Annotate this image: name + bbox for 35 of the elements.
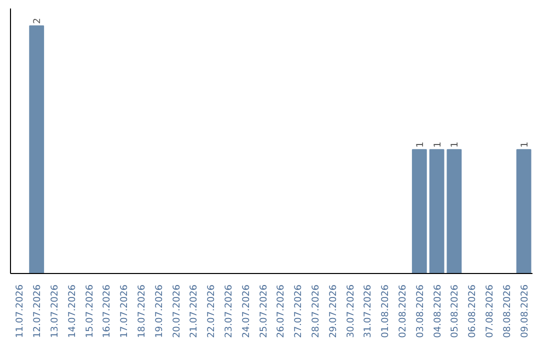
x-tick-label: 03.08.2026 — [414, 284, 426, 338]
x-tick-label: 06.08.2026 — [467, 284, 478, 338]
x-tick-label: 22.07.2026 — [206, 284, 218, 338]
x-tick-label: 16.07.2026 — [102, 284, 113, 338]
x-tick-label: 01.08.2026 — [380, 284, 392, 338]
x-tick-label: 07.08.2026 — [484, 284, 496, 338]
x-tick-label: 19.07.2026 — [154, 284, 165, 338]
x-tick-label: 04.08.2026 — [432, 284, 444, 338]
x-tick-label: 05.08.2026 — [450, 284, 461, 338]
x-tick-label: 08.08.2026 — [502, 284, 513, 338]
x-tick-label: 29.07.2026 — [328, 284, 339, 338]
x-tick-label: 15.07.2026 — [84, 284, 96, 338]
x-tick-label: 17.07.2026 — [119, 284, 130, 338]
x-tick-label: 25.07.2026 — [258, 284, 270, 338]
x-tick-label: 11.07.2026 — [14, 284, 26, 338]
x-tick-label: 12.07.2026 — [32, 284, 44, 338]
data-label: 1 — [414, 142, 426, 148]
x-tick-label: 18.07.2026 — [136, 284, 148, 338]
x-tick-label: 30.07.2026 — [345, 284, 356, 338]
data-label: 1 — [519, 142, 530, 148]
data-label: 2 — [32, 18, 44, 24]
x-tick-label: 09.08.2026 — [519, 284, 530, 338]
x-tick-label: 02.08.2026 — [398, 284, 408, 338]
data-label: 1 — [432, 142, 444, 148]
x-tick-label: 21.07.2026 — [188, 284, 200, 338]
x-tick-label: 26.07.2026 — [276, 284, 287, 338]
x-tick-label: 28.07.2026 — [310, 284, 322, 338]
x-tick-label: 13.07.2026 — [50, 284, 60, 338]
x-tick-label: 31.07.2026 — [362, 284, 374, 338]
x-tick-label: 20.07.2026 — [171, 284, 182, 338]
x-tick-label: 27.07.2026 — [293, 284, 304, 338]
data-label: 1 — [450, 142, 461, 148]
x-tick-label: 23.07.2026 — [224, 284, 234, 338]
x-tick-label: 24.07.2026 — [240, 284, 252, 338]
x-tick-label: 14.07.2026 — [66, 284, 78, 338]
